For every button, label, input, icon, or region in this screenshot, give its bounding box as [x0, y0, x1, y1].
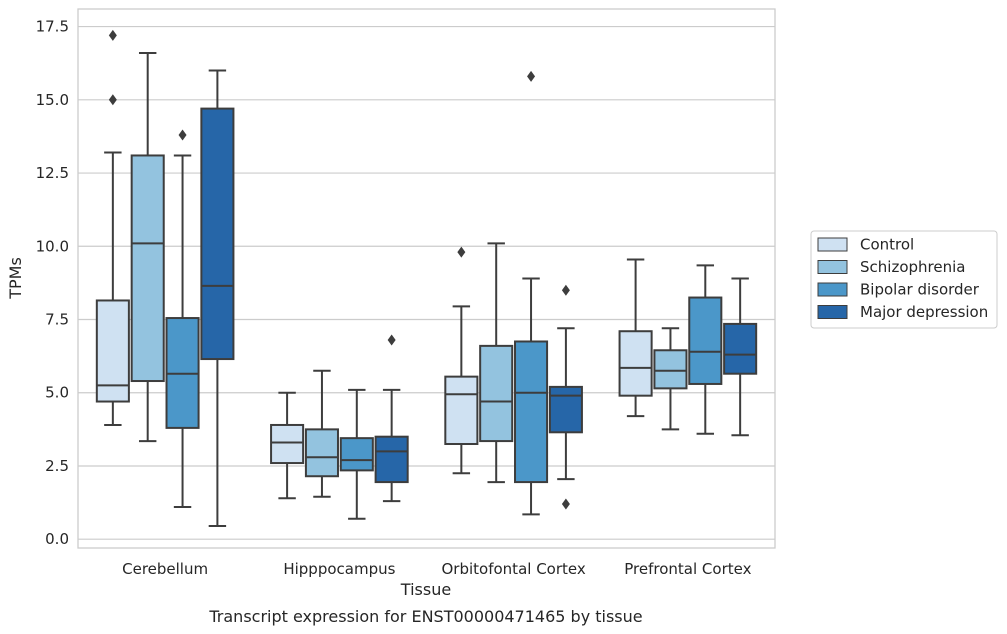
y-tick-label: 12.5 — [36, 164, 69, 182]
box-body — [130, 154, 165, 383]
box-body — [688, 296, 723, 385]
legend-frame — [810, 230, 998, 329]
box-body — [479, 344, 514, 443]
box-body — [653, 349, 688, 390]
x-axis-label: Tissue — [400, 580, 451, 599]
box-body — [339, 437, 374, 472]
x-tick-label: Prefrontal Cortex — [624, 560, 751, 578]
x-tick-label: Hipppocampus — [283, 560, 395, 578]
x-tick-label: Orbitofontal Cortex — [442, 560, 586, 578]
chart-caption: Transcript expression for ENST0000047146… — [208, 607, 642, 626]
box-0-3 — [200, 69, 235, 528]
box-1-1 — [304, 369, 339, 498]
box-3-1 — [653, 327, 688, 431]
outlier-point — [178, 129, 187, 141]
box-body — [304, 428, 339, 478]
box-2-1 — [479, 242, 514, 484]
y-tick-label: 0.0 — [45, 530, 69, 548]
legend-swatch — [817, 282, 848, 297]
outlier-point — [108, 29, 117, 41]
box-1-3 — [374, 334, 409, 503]
box-3-3 — [723, 277, 758, 437]
legend-swatch — [817, 305, 848, 319]
box-body — [444, 375, 479, 446]
y-tick-label: 15.0 — [36, 91, 69, 109]
legend-label: Bipolar disorder — [860, 281, 980, 299]
legend-label: Major depression — [860, 303, 988, 321]
outlier-point — [457, 246, 466, 258]
y-tick-label: 10.0 — [36, 237, 69, 255]
box-1-2 — [339, 388, 374, 520]
box-body — [514, 340, 549, 484]
outlier-point — [561, 498, 570, 510]
box-body — [723, 322, 758, 375]
box-0-0 — [95, 29, 130, 426]
y-tick-label: 7.5 — [45, 311, 69, 329]
box-2-2 — [514, 70, 549, 516]
outlier-point — [561, 284, 570, 296]
box-3-2 — [688, 264, 723, 435]
box-0-2 — [165, 129, 200, 508]
box-0-1 — [130, 51, 165, 443]
box-body — [270, 423, 305, 465]
plot-frame — [77, 8, 776, 549]
y-tick-label: 5.0 — [45, 384, 69, 402]
legend-swatch — [817, 237, 848, 252]
x-tick-label: Cerebellum — [122, 560, 208, 578]
box-body — [200, 107, 235, 361]
box-body — [374, 435, 409, 484]
y-axis-label: TPMs — [6, 257, 25, 300]
legend-label: Schizophrenia — [860, 258, 965, 276]
box-body — [618, 330, 653, 397]
legend-label: Control — [860, 236, 914, 254]
y-tick-label: 17.5 — [36, 18, 69, 36]
box-2-3 — [548, 284, 583, 510]
box-2-0 — [444, 246, 479, 475]
outlier-point — [387, 334, 396, 346]
outlier-point — [108, 94, 117, 106]
legend-swatch — [817, 260, 848, 274]
y-tick-label: 2.5 — [45, 457, 69, 475]
outlier-point — [527, 70, 536, 82]
box-3-0 — [618, 258, 653, 418]
box-1-0 — [270, 391, 305, 500]
legend: Control Schizophrenia Bipolar disorder Majo… — [810, 230, 998, 329]
box-body — [548, 385, 583, 434]
